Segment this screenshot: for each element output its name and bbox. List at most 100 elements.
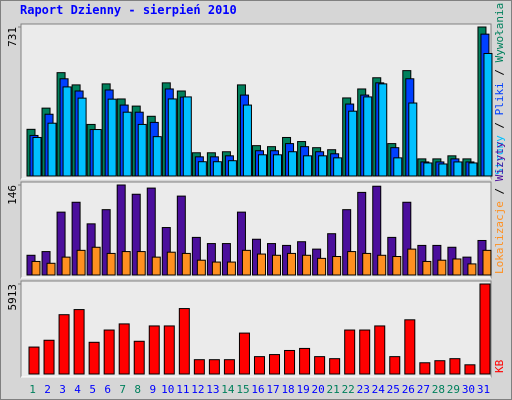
x-tick-label: 10 — [161, 383, 174, 396]
bar — [378, 83, 388, 177]
x-tick-label: 6 — [104, 383, 111, 396]
x-tick-label: 20 — [312, 383, 325, 396]
bar — [449, 358, 461, 375]
x-tick-label: 4 — [74, 383, 81, 396]
bar — [287, 252, 297, 276]
bar — [362, 252, 372, 276]
bar — [437, 259, 447, 276]
bar — [241, 249, 251, 276]
bar — [62, 86, 72, 177]
bar — [377, 254, 387, 276]
bar — [211, 261, 221, 276]
x-tick-label: 2 — [44, 383, 51, 396]
y-tick-label: 731 — [6, 27, 19, 47]
x-tick-label: 7 — [119, 383, 126, 396]
x-tick-label: 21 — [327, 383, 340, 396]
legend-entry: Lokalizacje — [493, 201, 506, 274]
bar — [163, 325, 175, 375]
bar — [121, 251, 131, 276]
bar — [167, 98, 177, 177]
bar — [77, 97, 87, 177]
bar — [133, 340, 145, 375]
bar — [61, 256, 71, 276]
bar — [417, 244, 427, 276]
bar — [58, 314, 70, 375]
x-tick-label: 1 — [29, 383, 36, 396]
x-tick-label: 12 — [191, 383, 204, 396]
bar — [453, 161, 463, 177]
bar — [419, 362, 431, 375]
bar — [483, 52, 493, 177]
bar — [28, 346, 40, 375]
bar — [467, 263, 477, 276]
legend: Strony / Pliki / Wywołania — [493, 3, 506, 175]
bar — [136, 251, 146, 276]
bar — [273, 154, 283, 177]
legend-separator: / — [493, 62, 506, 82]
legend-separator: / — [493, 181, 506, 201]
bar — [223, 359, 235, 375]
x-tick-label: 30 — [462, 383, 475, 396]
bar — [193, 359, 205, 375]
bar — [166, 251, 176, 276]
bar — [408, 102, 418, 177]
x-tick-label: 3 — [59, 383, 66, 396]
legend: Lokalizacje / Wizyty — [493, 141, 506, 274]
bar — [152, 136, 162, 177]
bar — [47, 122, 57, 177]
bar — [372, 185, 382, 276]
bar — [332, 256, 342, 276]
bar — [482, 249, 492, 276]
bar — [318, 155, 328, 177]
bar — [76, 249, 86, 276]
bar — [148, 325, 160, 375]
bar — [31, 260, 41, 276]
bar — [468, 162, 478, 177]
bar — [302, 254, 312, 276]
x-tick-label: 5 — [89, 383, 96, 396]
bar — [479, 283, 491, 375]
bar — [46, 262, 56, 276]
bar — [88, 341, 100, 375]
bar — [407, 248, 417, 276]
bar — [342, 209, 352, 276]
x-tick-label: 19 — [296, 383, 309, 396]
bar — [181, 252, 191, 276]
bar — [146, 187, 156, 276]
bar — [299, 347, 311, 375]
bar — [101, 209, 111, 276]
bar — [256, 253, 266, 276]
bar — [226, 261, 236, 276]
x-tick-label: 26 — [402, 383, 415, 396]
bar — [227, 160, 237, 177]
legend-entry: Pliki — [493, 82, 506, 115]
bar — [107, 98, 117, 177]
bar — [357, 191, 367, 276]
bar — [374, 325, 386, 375]
bar — [106, 252, 116, 276]
x-tick-label: 17 — [266, 383, 279, 396]
y-tick-label: 5913 — [6, 284, 19, 311]
x-tick-label: 29 — [447, 383, 460, 396]
x-tick-label: 18 — [281, 383, 294, 396]
bar — [253, 356, 265, 375]
bar — [71, 201, 81, 276]
x-tick-label: 9 — [149, 383, 156, 396]
bar — [314, 356, 326, 375]
x-tick-label: 27 — [417, 383, 430, 396]
chart-title: Raport Dzienny - sierpień 2010 — [20, 3, 237, 17]
bar — [161, 227, 171, 276]
x-tick-label: 11 — [176, 383, 189, 396]
bar — [122, 111, 132, 177]
bar — [389, 356, 401, 375]
bar — [238, 332, 250, 375]
bar — [91, 246, 101, 276]
bar — [288, 151, 298, 177]
bar — [303, 155, 313, 177]
bar — [92, 129, 102, 177]
bar — [176, 195, 186, 276]
x-tick-label: 25 — [387, 383, 400, 396]
bar — [422, 260, 432, 276]
bar — [242, 104, 252, 177]
